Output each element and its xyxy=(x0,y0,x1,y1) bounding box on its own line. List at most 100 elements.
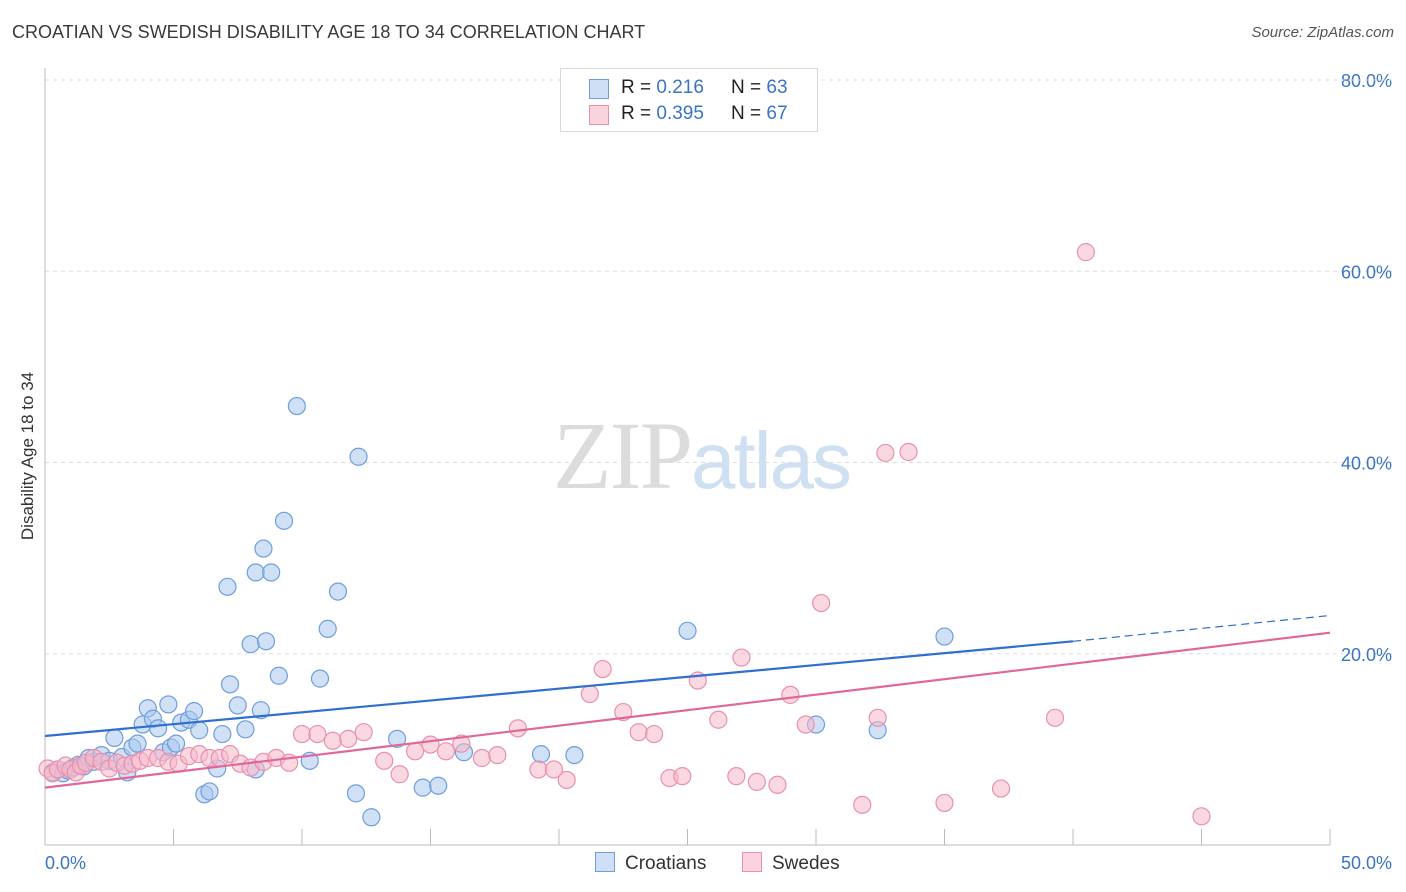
croatians-point xyxy=(241,635,260,654)
legend-item-croatians: Croatians xyxy=(595,852,706,875)
croatians-point xyxy=(190,721,209,740)
watermark-atlas: atlas xyxy=(691,416,852,505)
croatians-point xyxy=(166,734,186,753)
swedes-point xyxy=(727,767,746,786)
swedes-point xyxy=(747,772,766,791)
swedes-point xyxy=(580,684,599,704)
swedes-point xyxy=(308,724,327,744)
croatians-point xyxy=(287,396,306,416)
swedes-point xyxy=(1045,708,1065,727)
croatians-point xyxy=(228,696,247,715)
swedes-point xyxy=(991,779,1011,798)
legend-swedes-swatch xyxy=(742,852,762,872)
croatians-point xyxy=(678,621,697,640)
swedes-point xyxy=(390,765,409,784)
swedes-point xyxy=(1076,243,1095,262)
croatians-point xyxy=(310,669,330,688)
swedes-point xyxy=(405,742,425,761)
croatians-point xyxy=(269,666,288,685)
swedes-point xyxy=(1192,807,1211,826)
croatians-point xyxy=(184,702,204,721)
y-tick-label: 20.0% xyxy=(1341,645,1392,665)
swedes-point xyxy=(529,760,548,779)
swedes-point xyxy=(323,731,342,750)
croatians-point xyxy=(218,577,237,596)
y-tick-label: 60.0% xyxy=(1341,262,1392,282)
swedes-point xyxy=(709,710,728,729)
swedes-point xyxy=(781,685,800,704)
swedes-point xyxy=(644,724,664,744)
swedes-point xyxy=(629,723,648,742)
croatians-trendline-extension xyxy=(1072,614,1331,642)
x-tick-label-end: 50.0% xyxy=(1341,853,1392,873)
croatians-point xyxy=(251,701,270,720)
y-axis-label: Disability Age 18 to 34 xyxy=(18,371,37,541)
swedes-point xyxy=(876,443,895,463)
swedes-point xyxy=(868,708,887,727)
croatians-point xyxy=(413,778,432,797)
swedes-point xyxy=(436,742,456,761)
swedes-point xyxy=(421,735,440,754)
chart-title: CROATIAN VS SWEDISH DISABILITY AGE 18 TO… xyxy=(12,22,646,42)
series-legend: Croatians Swedes xyxy=(0,852,1406,878)
croatians-point xyxy=(159,695,178,714)
croatians-point xyxy=(213,724,232,744)
swedes-point xyxy=(292,724,312,744)
croatians-point xyxy=(318,619,337,638)
swedes-r: R = 0.395 xyxy=(621,103,704,124)
croatians-point xyxy=(531,745,551,764)
croatians-point xyxy=(200,782,219,801)
swedes-n: N = 67 xyxy=(731,103,788,124)
croatians-point xyxy=(362,808,381,827)
y-tick-label: 40.0% xyxy=(1341,454,1392,474)
croatians-point xyxy=(105,728,124,748)
croatians-point xyxy=(236,720,255,739)
legend-croatians-swatch xyxy=(595,852,615,872)
croatians-swatch xyxy=(589,79,609,99)
swedes-point xyxy=(812,593,831,613)
croatians-point xyxy=(148,719,168,738)
croatians-point xyxy=(274,511,294,530)
croatians-point xyxy=(387,729,407,748)
swedes-point xyxy=(354,723,373,742)
swedes-point xyxy=(768,775,787,794)
croatians-point xyxy=(128,734,147,753)
swedes-point xyxy=(375,751,394,770)
swedes-point xyxy=(452,734,471,753)
croatians-point xyxy=(349,447,368,466)
swedes-point xyxy=(673,767,692,786)
croatians-point xyxy=(935,627,954,646)
swedes-point xyxy=(853,795,872,814)
croatians-r: R = 0.216 xyxy=(621,77,704,98)
swedes-point xyxy=(508,719,527,738)
stats-legend: R = 0.216 N = 63 R = 0.395 N = 67 xyxy=(560,68,818,132)
croatians-point xyxy=(256,632,276,651)
swedes-point xyxy=(732,648,751,667)
croatians-point xyxy=(565,746,584,765)
swedes-point xyxy=(899,442,918,462)
watermark: ZIPatlas xyxy=(553,400,852,511)
swedes-trendline xyxy=(44,631,1331,789)
croatians-n: N = 63 xyxy=(731,77,788,98)
swedes-point xyxy=(488,746,507,765)
croatians-point xyxy=(328,582,348,601)
swedes-point xyxy=(339,729,358,748)
croatians-point xyxy=(262,563,281,582)
swedes-point xyxy=(472,748,491,768)
chart-source: Source: ZipAtlas.com xyxy=(1251,24,1394,41)
croatians-point xyxy=(346,784,366,803)
swedes-point xyxy=(796,715,815,734)
croatians-point xyxy=(429,776,448,795)
croatians-trendline xyxy=(44,640,1074,738)
swedes-point xyxy=(544,760,563,779)
swedes-point xyxy=(593,659,612,679)
croatians-point xyxy=(254,539,273,558)
y-tick-label: 80.0% xyxy=(1341,71,1392,91)
swedes-swatch xyxy=(589,105,609,125)
swedes-point xyxy=(935,793,954,813)
x-tick-label-start: 0.0% xyxy=(45,853,86,873)
watermark-zip: ZIP xyxy=(553,402,693,509)
croatians-point xyxy=(246,563,265,582)
croatians-point xyxy=(220,675,240,694)
